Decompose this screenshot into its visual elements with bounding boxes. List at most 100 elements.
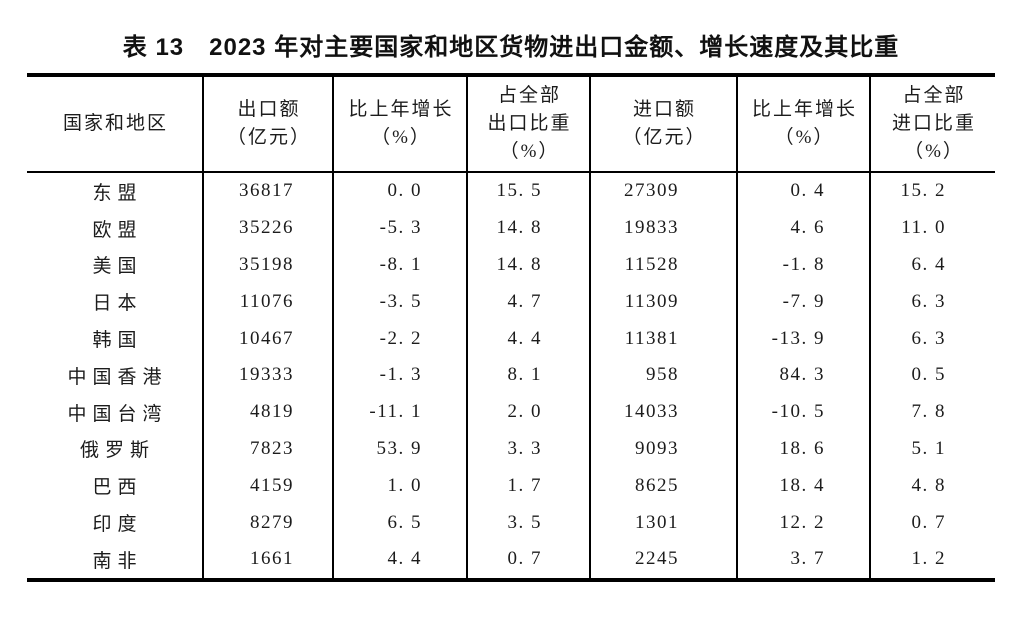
import-growth-cell: 84. 3 xyxy=(736,356,870,394)
table-row: 巴西 4159 1. 0 1. 7 8625 18. 4 4. 8 xyxy=(27,467,995,505)
import-amount-cell: 19833 xyxy=(589,209,737,247)
export-share-cell: 1. 7 xyxy=(466,467,590,505)
import-amount-cell: 9093 xyxy=(589,430,737,468)
region-name-cell: 韩国 xyxy=(92,330,143,352)
import-growth-cell: 12. 2 xyxy=(736,504,870,541)
export-amount-cell: 4159 xyxy=(202,467,333,505)
export-share-cell: 2. 0 xyxy=(466,393,590,431)
table-title: 表 13 2023 年对主要国家和地区货物进出口金额、增长速度及其比重 xyxy=(122,34,900,61)
export-growth-cell: -8. 1 xyxy=(332,246,467,284)
header-import-share: 占全部 进口比重 （%） xyxy=(869,75,995,173)
header-label: 比上年增长 xyxy=(751,99,857,120)
region-name-cell: 中国台湾 xyxy=(67,403,168,425)
export-growth-cell: 0. 0 xyxy=(332,172,467,210)
import-growth-cell: 18. 6 xyxy=(736,430,870,468)
header-export-growth: 比上年增长 （%） xyxy=(332,75,467,173)
region-name-cell: 美国 xyxy=(92,256,143,278)
export-share-cell: 4. 4 xyxy=(466,320,590,357)
export-amount-cell: 35198 xyxy=(202,246,333,284)
import-share-cell: 6. 3 xyxy=(869,320,995,357)
header-import-growth: 比上年增长 （%） xyxy=(736,75,870,173)
export-amount-cell: 36817 xyxy=(202,172,333,210)
import-growth-cell: -13. 9 xyxy=(736,320,870,357)
header-row: 国家和地区 出口额 （亿元） 比上年增长 （%） 占全部 出口比重 （%） 进口… xyxy=(27,75,995,173)
table-row: 韩国 10467 -2. 2 4. 4 11381 -13. 9 6. 3 xyxy=(27,320,995,357)
import-share-cell: 11. 0 xyxy=(869,209,995,247)
export-amount-cell: 1661 xyxy=(202,540,333,580)
header-label: 占全部 xyxy=(497,85,561,106)
import-share-cell: 1. 2 xyxy=(869,540,995,580)
import-share-cell: 6. 3 xyxy=(869,283,995,321)
table-row: 中国台湾 4819 -11. 1 2. 0 14033 -10. 5 7. 8 xyxy=(27,393,995,431)
region-name-cell: 南非 xyxy=(92,550,143,572)
export-share-cell: 8. 1 xyxy=(466,356,590,394)
export-growth-cell: -3. 5 xyxy=(332,283,467,321)
import-amount-cell: 11381 xyxy=(589,320,737,357)
export-amount-cell: 19333 xyxy=(202,356,333,394)
header-unit: （%） xyxy=(774,127,835,148)
table-row: 中国香港 19333 -1. 3 8. 1 958 84. 3 0. 5 xyxy=(27,356,995,394)
import-growth-cell: -1. 8 xyxy=(736,246,870,284)
header-unit: （亿元） xyxy=(622,127,707,148)
export-share-cell: 3. 5 xyxy=(466,504,590,541)
header-label: 国家和地区 xyxy=(62,113,168,134)
export-share-cell: 14. 8 xyxy=(466,246,590,284)
header-label: 占全部 xyxy=(902,85,966,106)
export-growth-cell: 1. 0 xyxy=(332,467,467,505)
import-amount-cell: 2245 xyxy=(589,540,737,580)
table-row: 印度 8279 6. 5 3. 5 1301 12. 2 0. 7 xyxy=(27,504,995,541)
table-row: 东盟 36817 0. 0 15. 5 27309 0. 4 15. 2 xyxy=(27,172,995,210)
trade-table: 国家和地区 出口额 （亿元） 比上年增长 （%） 占全部 出口比重 （%） 进口… xyxy=(27,73,995,582)
table-row: 日本 11076 -3. 5 4. 7 11309 -7. 9 6. 3 xyxy=(27,283,995,321)
import-amount-cell: 8625 xyxy=(589,467,737,505)
import-growth-cell: 3. 7 xyxy=(736,540,870,580)
import-amount-cell: 958 xyxy=(589,356,737,394)
export-growth-cell: -5. 3 xyxy=(332,209,467,247)
region-name-cell: 印度 xyxy=(92,514,143,536)
table-row: 美国 35198 -8. 1 14. 8 11528 -1. 8 6. 4 xyxy=(27,246,995,284)
import-share-cell: 15. 2 xyxy=(869,172,995,210)
region-name-cell: 东盟 xyxy=(92,182,143,204)
header-label: 出口额 xyxy=(237,99,301,120)
header-label: 进口比重 xyxy=(891,113,976,134)
export-share-cell: 3. 3 xyxy=(466,430,590,468)
import-amount-cell: 11309 xyxy=(589,283,737,321)
import-share-cell: 4. 8 xyxy=(869,467,995,505)
header-unit: （%） xyxy=(904,141,964,162)
export-share-cell: 15. 5 xyxy=(466,172,590,210)
table-row: 欧盟 35226 -5. 3 14. 8 19833 4. 6 11. 0 xyxy=(27,209,995,247)
export-share-cell: 14. 8 xyxy=(466,209,590,247)
region-name-cell: 日本 xyxy=(92,293,143,315)
header-unit: （亿元） xyxy=(226,127,311,148)
region-name-cell: 巴西 xyxy=(92,477,143,499)
region-name-cell: 欧盟 xyxy=(92,219,143,241)
import-amount-cell: 27309 xyxy=(589,172,737,210)
region-name-cell: 俄罗斯 xyxy=(79,440,155,462)
import-amount-cell: 14033 xyxy=(589,393,737,431)
import-share-cell: 7. 8 xyxy=(869,393,995,431)
export-amount-cell: 8279 xyxy=(202,504,333,541)
header-label: 进口额 xyxy=(632,99,696,120)
import-share-cell: 6. 4 xyxy=(869,246,995,284)
table-row: 俄罗斯 7823 53. 9 3. 3 9093 18. 6 5. 1 xyxy=(27,430,995,468)
table-row: 南非 1661 4. 4 0. 7 2245 3. 7 1. 2 xyxy=(27,540,995,580)
table-body: 东盟 36817 0. 0 15. 5 27309 0. 4 15. 2 欧盟 35226 -5.… xyxy=(27,172,995,580)
export-growth-cell: 4. 4 xyxy=(332,540,467,580)
import-amount-cell: 1301 xyxy=(589,504,737,541)
header-label: 出口比重 xyxy=(487,113,572,134)
import-growth-cell: -10. 5 xyxy=(736,393,870,431)
export-amount-cell: 7823 xyxy=(202,430,333,468)
header-unit: （%） xyxy=(371,127,431,148)
header-import-amount: 进口额 （亿元） xyxy=(589,75,737,173)
export-share-cell: 0. 7 xyxy=(466,540,590,580)
import-share-cell: 0. 7 xyxy=(869,504,995,541)
header-export-amount: 出口额 （亿元） xyxy=(202,75,333,173)
import-growth-cell: 0. 4 xyxy=(736,172,870,210)
import-growth-cell: -7. 9 xyxy=(736,283,870,321)
export-growth-cell: -11. 1 xyxy=(332,393,467,431)
region-name-cell: 中国香港 xyxy=(67,366,168,388)
import-growth-cell: 18. 4 xyxy=(736,467,870,505)
export-amount-cell: 10467 xyxy=(202,320,333,357)
header-label: 比上年增长 xyxy=(348,99,454,120)
